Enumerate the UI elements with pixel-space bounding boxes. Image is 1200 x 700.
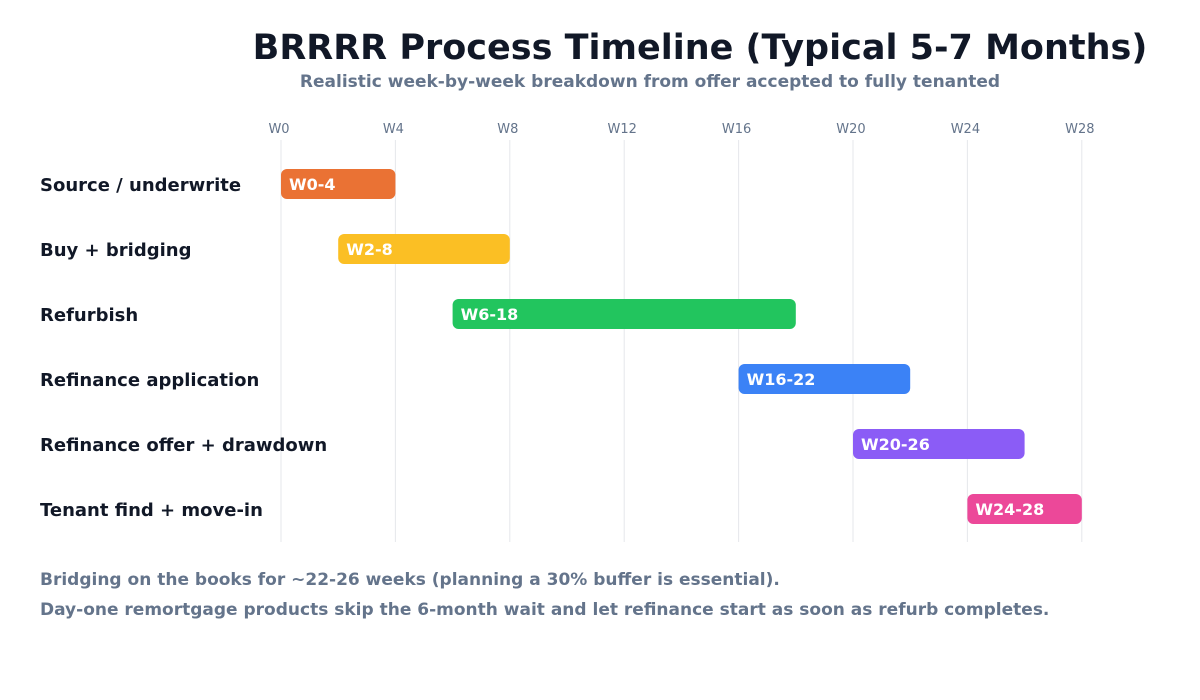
- x-tick-label: W24: [951, 122, 980, 137]
- task-row: Tenant find + move-in W24-28: [40, 494, 1082, 524]
- footnote-remortgage: Day-one remortgage products skip the 6-m…: [40, 600, 1050, 620]
- task-name: Source / underwrite: [40, 175, 241, 196]
- task-name: Refinance offer + drawdown: [40, 435, 327, 456]
- task-rows: Source / underwrite W0-4 Buy + bridging W2-…: [40, 169, 1082, 524]
- x-tick-label: W20: [836, 122, 865, 137]
- task-bar-label: W24-28: [975, 500, 1044, 519]
- task-row: Refinance application W16-22: [40, 364, 911, 394]
- task-name: Refurbish: [40, 305, 138, 326]
- task-bar: [967, 494, 1082, 524]
- task-bar-label: W6-18: [461, 305, 519, 324]
- task-row: Source / underwrite W0-4: [40, 169, 396, 199]
- gantt-chart: W0 W4 W8 W12 W16 W20 W24 W28 Source / underwrit…: [40, 122, 1095, 542]
- chart-title: BRRRR Process Timeline (Typical 5-7 Mont…: [252, 28, 1148, 68]
- task-row: Buy + bridging W2-8: [40, 234, 510, 264]
- task-bar: [281, 169, 396, 199]
- footnote-bridging: Bridging on the books for ~22-26 weeks (…: [40, 570, 780, 590]
- task-bar: [738, 364, 911, 394]
- task-bar-label: W16-22: [747, 370, 816, 389]
- task-bar: [452, 299, 796, 329]
- task-bar-label: W20-26: [861, 435, 930, 454]
- task-name: Refinance application: [40, 370, 259, 391]
- task-row: Refinance offer + drawdown W20-26: [40, 429, 1025, 459]
- task-bar-label: W2-8: [346, 240, 393, 259]
- task-name: Buy + bridging: [40, 240, 191, 261]
- task-row: Refurbish W6-18: [40, 299, 796, 329]
- x-tick-label: W28: [1065, 122, 1094, 137]
- task-bar: [338, 234, 510, 264]
- x-tick-label: W12: [607, 122, 636, 137]
- task-name: Tenant find + move-in: [40, 500, 263, 521]
- x-tick-label: W8: [497, 122, 518, 137]
- grid-lines: [280, 140, 1083, 542]
- x-axis-ticks: W0 W4 W8 W12 W16 W20 W24 W28: [268, 122, 1094, 137]
- x-tick-label: W0: [268, 122, 289, 137]
- chart-subtitle: Realistic week-by-week breakdown from of…: [299, 72, 1001, 92]
- task-bar: [853, 429, 1025, 459]
- task-bar-label: W0-4: [289, 175, 336, 194]
- x-tick-label: W4: [383, 122, 404, 137]
- x-tick-label: W16: [722, 122, 751, 137]
